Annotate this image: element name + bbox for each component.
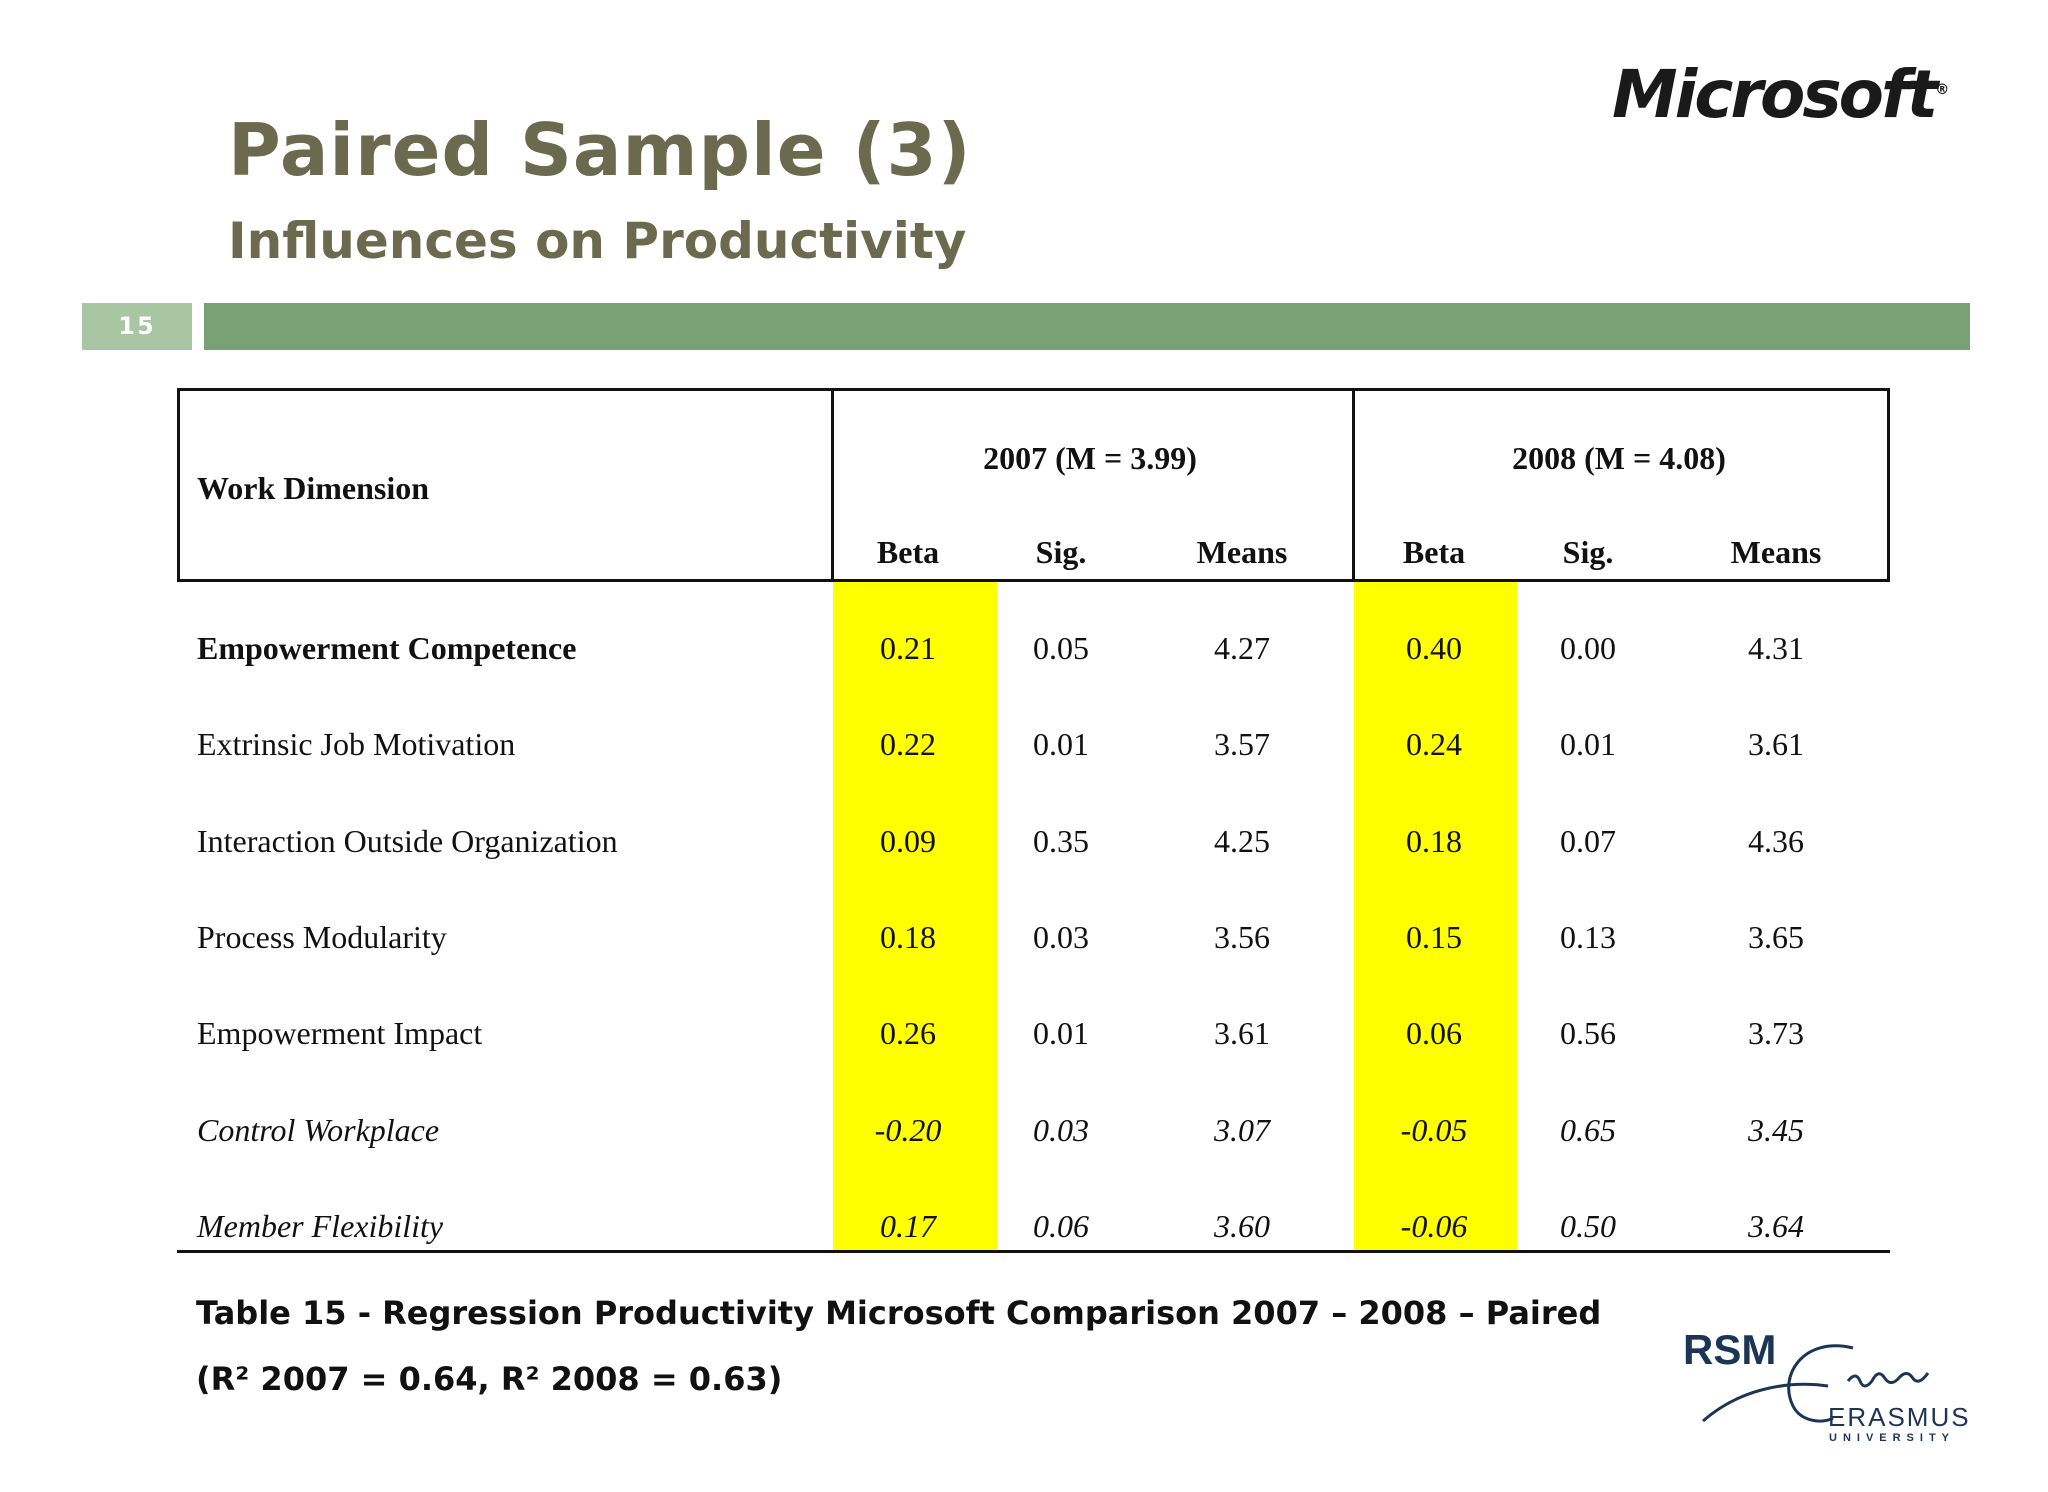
table-header-box <box>177 388 1890 582</box>
table-cell: 3.61 <box>1214 1015 1270 1051</box>
slide-subtitle: Influences on Productivity <box>228 212 967 270</box>
table-cell: 0.09 <box>880 823 936 859</box>
signature-swash-icon <box>1702 1344 1930 1423</box>
table-cell: 4.31 <box>1748 630 1804 666</box>
highlight-beta-2008 <box>1354 582 1517 1250</box>
table-cell: 0.40 <box>1406 630 1462 666</box>
table-cell: 0.65 <box>1560 1112 1616 1148</box>
table-caption-line1: Table 15 - Regression Productivity Micro… <box>196 1294 1602 1332</box>
registered-mark: ® <box>1935 82 1950 98</box>
table-cell: 3.65 <box>1748 919 1804 955</box>
university-logo-text: UNIVERSITY <box>1829 1432 1956 1444</box>
table-cell: 0.18 <box>880 919 936 955</box>
table-cell: 3.61 <box>1748 726 1804 762</box>
table-cell: 0.18 <box>1406 823 1462 859</box>
microsoft-logo-text: Microsoft <box>1612 56 1938 133</box>
table-cell: 3.60 <box>1214 1208 1270 1244</box>
table-cell: 0.15 <box>1406 919 1462 955</box>
table-cell: 3.73 <box>1748 1015 1804 1051</box>
table-cell: 0.00 <box>1560 630 1616 666</box>
subheader-3: Beta <box>1402 534 1466 570</box>
table-cell: -0.20 <box>874 1112 942 1148</box>
slide-title: Paired Sample (3) <box>228 108 972 192</box>
table-cell: -0.05 <box>1400 1112 1468 1148</box>
rsm-erasmus-logo: RSM ERASMUS UNIVERSITY <box>1683 1326 1969 1456</box>
subheader-4: Sig. <box>1562 534 1614 570</box>
table-cell: 0.07 <box>1560 823 1616 859</box>
table-cell: 0.26 <box>880 1015 936 1051</box>
table-cell: 4.25 <box>1214 823 1270 859</box>
table-cell: 0.06 <box>1033 1208 1089 1244</box>
table-cell: 4.27 <box>1214 630 1270 666</box>
table-cell: -0.06 <box>1400 1208 1468 1244</box>
table-cell: 3.57 <box>1214 726 1270 762</box>
row-label: Process Modularity <box>197 919 447 955</box>
subheader-5: Means <box>1730 534 1822 570</box>
row-label: Extrinsic Job Motivation <box>197 726 516 762</box>
table-cell: 0.05 <box>1033 630 1089 666</box>
header-work-dimension: Work Dimension <box>197 470 430 506</box>
table-cell: 3.45 <box>1748 1112 1804 1148</box>
table-cell: 0.06 <box>1406 1015 1462 1051</box>
table-cell: 0.35 <box>1033 823 1089 859</box>
header-group-2007: 2007 (M = 3.99) <box>983 440 1197 476</box>
row-label: Interaction Outside Organization <box>197 823 618 859</box>
table-cell: 0.03 <box>1033 1112 1089 1148</box>
table-cell: 0.56 <box>1560 1015 1616 1051</box>
row-label: Member Flexibility <box>197 1208 444 1244</box>
table-cell: 0.22 <box>880 726 936 762</box>
erasmus-logo-text: ERASMUS <box>1828 1402 1971 1432</box>
subheader-2: Means <box>1196 534 1288 570</box>
highlight-beta-2007 <box>833 582 997 1250</box>
header-divider-2008 <box>1352 388 1355 582</box>
table-cell: 0.24 <box>1406 726 1462 762</box>
table-cell: 0.03 <box>1033 919 1089 955</box>
table-cell: 0.50 <box>1560 1208 1616 1244</box>
table-cell: 3.07 <box>1214 1112 1270 1148</box>
table-cell: 3.64 <box>1748 1208 1804 1244</box>
row-label: Empowerment Competence <box>197 630 577 666</box>
table-caption-line2: (R² 2007 = 0.64, R² 2008 = 0.63) <box>196 1360 783 1398</box>
row-label: Control Workplace <box>197 1112 440 1148</box>
microsoft-logo: Microsoft® <box>1612 56 1949 133</box>
header-divider-2007 <box>831 388 834 582</box>
table-cell: 0.01 <box>1033 726 1089 762</box>
table-cell: 3.56 <box>1214 919 1270 955</box>
regression-table: Work Dimension 2007 (M = 3.99) 2008 (M =… <box>177 388 1890 1253</box>
table-cell: 0.01 <box>1560 726 1616 762</box>
table-bottom-rule <box>177 1250 1890 1253</box>
table-cell: 0.13 <box>1560 919 1616 955</box>
subheader-1: Sig. <box>1035 534 1087 570</box>
subheader-0: Beta <box>876 534 940 570</box>
table-cell: 0.21 <box>880 630 936 666</box>
table-cell: 4.36 <box>1748 823 1804 859</box>
header-bar <box>204 303 1970 350</box>
rsm-logo-text: RSM <box>1683 1326 1777 1373</box>
table-cell: 0.17 <box>880 1208 936 1244</box>
table-cell: 0.01 <box>1033 1015 1089 1051</box>
page-number: 15 <box>82 303 192 350</box>
row-label: Empowerment Impact <box>197 1015 483 1051</box>
header-group-2008: 2008 (M = 4.08) <box>1512 440 1726 476</box>
